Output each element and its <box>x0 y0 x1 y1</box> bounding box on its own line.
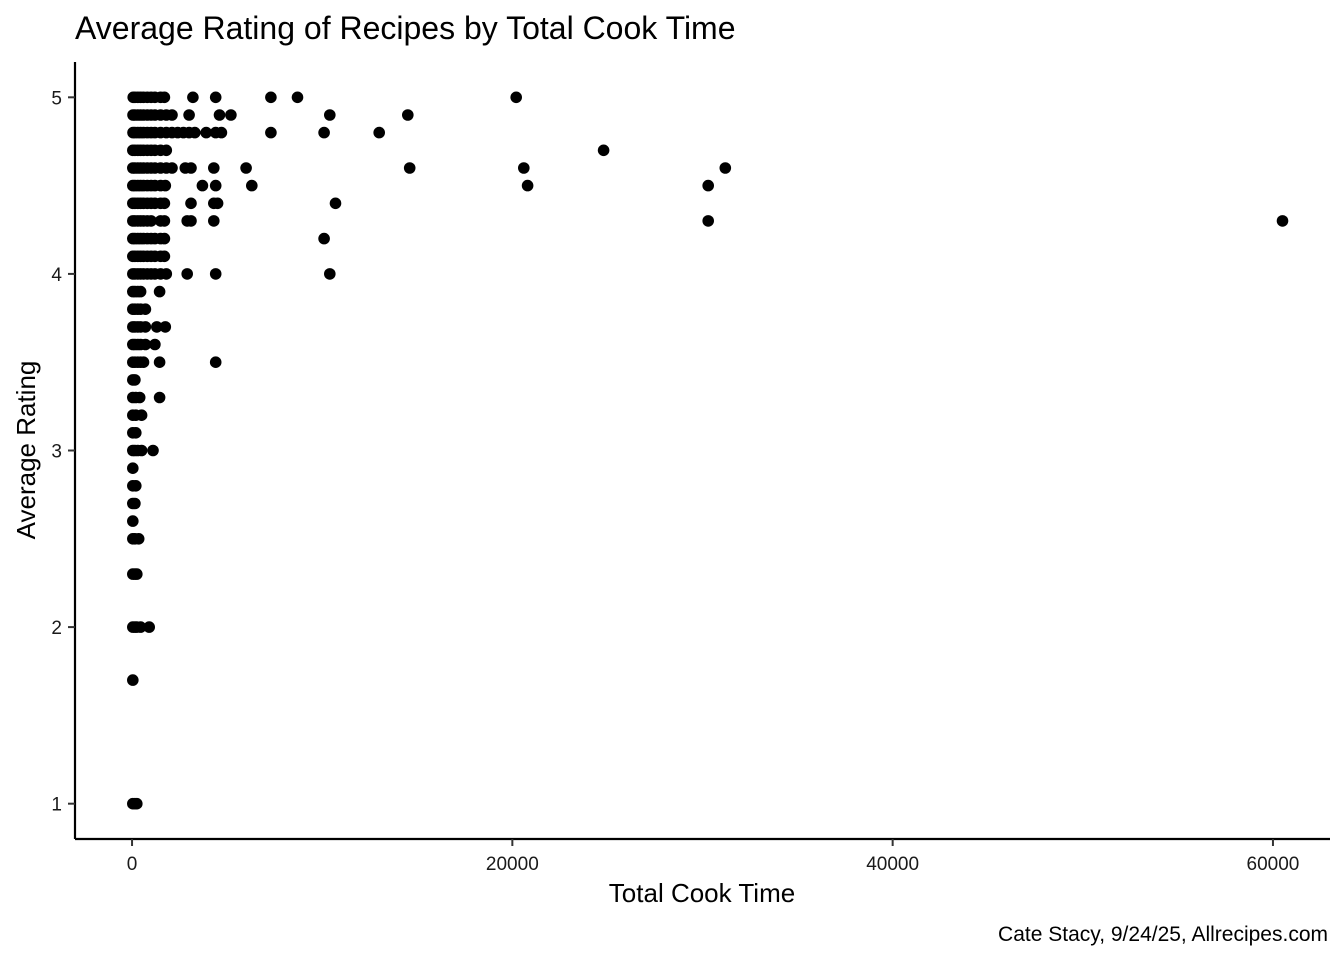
data-point <box>129 374 141 386</box>
x-tick-label: 20000 <box>486 854 539 875</box>
data-point <box>158 232 171 245</box>
data-point <box>135 409 148 422</box>
data-point <box>403 162 416 174</box>
data-point <box>185 162 197 174</box>
data-point <box>130 480 142 492</box>
data-point <box>160 144 173 157</box>
data-point <box>158 197 171 210</box>
data-point <box>181 268 193 280</box>
data-point <box>159 179 172 192</box>
data-point <box>166 109 178 121</box>
data-point <box>702 179 714 192</box>
data-point <box>324 109 336 121</box>
data-point <box>187 91 199 104</box>
data-point <box>139 338 152 351</box>
data-point <box>159 321 172 333</box>
data-point <box>127 462 139 475</box>
y-tick-label: 5 <box>51 88 62 109</box>
data-point <box>291 91 304 104</box>
data-point <box>185 197 197 210</box>
data-point <box>246 179 258 192</box>
data-point <box>209 268 222 280</box>
data-point <box>131 568 143 580</box>
data-point <box>147 444 159 457</box>
y-tick-label: 2 <box>51 618 62 639</box>
data-point <box>133 391 146 404</box>
data-point <box>200 126 212 139</box>
data-point <box>209 356 222 369</box>
data-point <box>151 321 163 333</box>
data-point <box>265 126 277 139</box>
data-point <box>149 338 161 351</box>
data-point <box>209 91 222 104</box>
x-axis-ticks: 0 20000 40000 60000 <box>127 839 1300 875</box>
data-points <box>127 91 1289 810</box>
data-point <box>1276 215 1289 227</box>
data-point <box>510 91 522 104</box>
data-point <box>402 109 414 121</box>
data-point <box>318 232 330 245</box>
x-tick-label: 40000 <box>866 854 919 875</box>
data-point <box>139 303 152 316</box>
x-tick-label: 60000 <box>1247 854 1300 875</box>
data-point <box>265 91 277 104</box>
data-point <box>196 179 209 192</box>
y-tick-label: 4 <box>51 265 62 286</box>
chart-title: Average Rating of Recipes by Total Cook … <box>75 10 736 46</box>
data-point <box>130 427 142 439</box>
x-axis-title: Total Cook Time <box>609 878 795 908</box>
data-point <box>143 621 155 633</box>
data-point <box>208 162 220 174</box>
y-axis-ticks: 1 2 3 4 5 <box>51 88 75 816</box>
data-point <box>225 109 237 121</box>
data-point <box>597 144 610 157</box>
data-point <box>209 179 222 192</box>
data-point <box>127 515 139 527</box>
chart-caption: Cate Stacy, 9/24/25, Allrecipes.com <box>998 923 1328 946</box>
y-tick-label: 3 <box>51 442 62 463</box>
x-tick-label: 0 <box>127 854 138 875</box>
data-point <box>719 162 732 174</box>
data-point <box>318 126 330 139</box>
data-point <box>153 356 166 369</box>
data-point <box>158 91 171 104</box>
data-point <box>329 197 342 210</box>
data-point <box>132 533 145 545</box>
y-axis-title: Average Rating <box>11 361 41 540</box>
data-point <box>158 250 171 263</box>
data-point <box>185 215 197 227</box>
data-point <box>160 268 173 280</box>
data-point <box>521 179 534 192</box>
data-point <box>240 162 252 174</box>
data-point <box>129 497 141 510</box>
data-point <box>166 162 178 174</box>
data-point <box>139 321 152 333</box>
data-point <box>145 215 157 227</box>
data-point <box>137 356 150 369</box>
data-point <box>153 391 166 404</box>
data-point <box>134 285 147 298</box>
data-point <box>324 268 336 280</box>
y-tick-label: 1 <box>51 795 62 816</box>
data-point <box>183 109 195 121</box>
data-point <box>518 162 530 174</box>
data-point <box>213 109 226 121</box>
data-point <box>131 797 143 810</box>
data-point <box>158 215 171 227</box>
data-point <box>153 285 166 298</box>
data-point <box>215 126 228 139</box>
data-point <box>702 215 714 227</box>
data-point <box>208 215 220 227</box>
data-point <box>211 197 224 210</box>
data-point <box>127 674 139 686</box>
data-point <box>134 621 147 633</box>
data-point <box>373 126 386 139</box>
data-point <box>135 444 148 457</box>
data-point <box>189 126 201 139</box>
